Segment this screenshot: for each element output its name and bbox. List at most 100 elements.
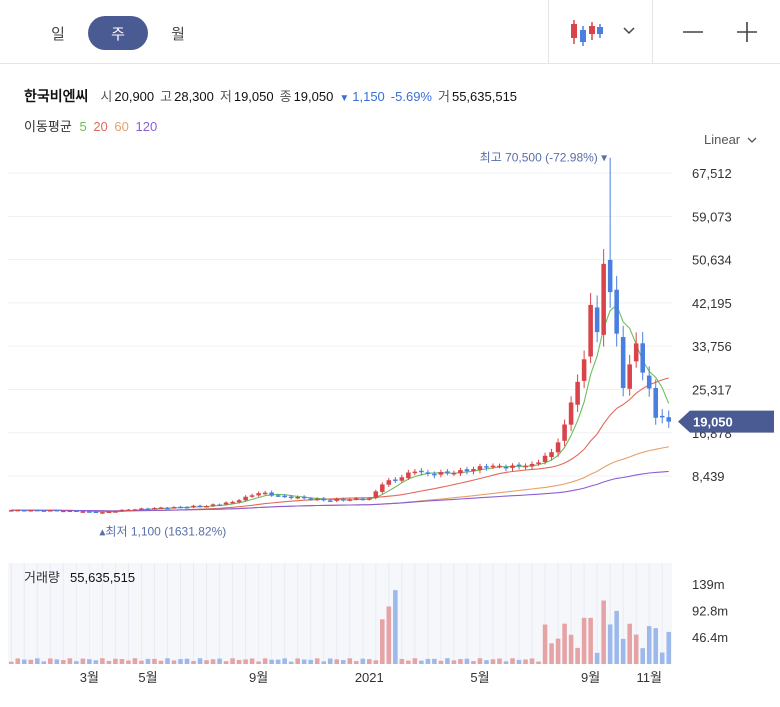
candle-body — [152, 507, 157, 510]
candle-body — [347, 499, 353, 501]
candle-body — [197, 505, 203, 508]
x-tick-label: 9월 — [249, 670, 268, 685]
candle-body — [438, 472, 444, 475]
volume-bar — [269, 659, 274, 664]
tab-week[interactable]: 주 — [88, 16, 148, 50]
volume-bar — [581, 617, 587, 664]
candle-body — [588, 304, 593, 357]
volume-bar — [21, 659, 27, 664]
volume-bar — [562, 623, 567, 664]
candle-body — [581, 359, 587, 381]
zoom-out-button[interactable] — [676, 18, 710, 46]
volume-bar — [503, 661, 509, 664]
candle-body — [529, 463, 535, 467]
volume-bar — [490, 659, 496, 664]
volume-bar — [35, 658, 40, 664]
volume-bar — [132, 658, 138, 664]
ma-120-label[interactable]: 120 — [135, 119, 158, 134]
candle-body — [230, 501, 235, 504]
x-tick-label: 9월 — [581, 670, 600, 685]
volume-bar — [536, 661, 541, 664]
volume-bar — [139, 660, 144, 664]
ma-60-label[interactable]: 60 — [114, 119, 129, 134]
volume-bar — [230, 658, 235, 664]
candle-body — [640, 343, 645, 373]
candle-body — [601, 263, 606, 335]
x-tick-label: 11월 — [636, 670, 661, 685]
candle-body — [464, 469, 470, 472]
candle-body — [178, 506, 183, 509]
volume-bar — [223, 661, 229, 664]
volume-bar — [653, 628, 659, 664]
candle-body — [184, 506, 190, 509]
volume-bar — [549, 643, 554, 664]
stock-info: 한국비엔씨 시 20,900 고 28,300 저 19,050 종 19,05… — [24, 86, 517, 106]
volume-bar — [165, 658, 170, 664]
candle-body — [243, 496, 248, 501]
volume-bar — [145, 658, 151, 664]
scale-select[interactable]: Linear — [704, 132, 758, 147]
volume-bar — [419, 660, 424, 664]
candle-body — [256, 493, 261, 496]
volume-bar — [249, 658, 255, 664]
candle-body — [54, 509, 60, 512]
volume-panel-bg — [8, 563, 672, 664]
candle-body — [87, 511, 92, 513]
candle-body — [614, 289, 619, 334]
candle-body — [41, 510, 47, 512]
down-arrow-icon: ▼ — [339, 93, 350, 104]
tab-month[interactable]: 월 — [171, 25, 185, 43]
candle-body — [646, 375, 652, 389]
ma-120-line — [11, 470, 669, 512]
volume-bar — [106, 660, 112, 664]
current-price-label: 19,050 — [693, 415, 733, 430]
volume-bar — [607, 624, 613, 664]
volume-tick-label: 139m — [692, 577, 725, 592]
volume-bar — [529, 658, 535, 664]
volume-bar — [8, 661, 14, 664]
high-label: 고 — [160, 89, 173, 104]
candle-body — [497, 465, 502, 468]
candle-body — [249, 495, 255, 497]
candle-body — [204, 506, 209, 508]
candle-body — [217, 504, 222, 507]
volume-bar — [386, 606, 392, 664]
candle-body — [21, 510, 27, 512]
volume-bar — [594, 652, 600, 664]
candle-body — [340, 498, 346, 501]
candle-body — [314, 498, 320, 501]
candle-body — [386, 480, 392, 485]
volume-bar — [347, 658, 353, 664]
volume-bar — [184, 658, 190, 664]
candle-body — [61, 510, 66, 513]
ma-5-label[interactable]: 5 — [79, 119, 87, 134]
toolbar-divider — [652, 0, 653, 64]
candle-body — [659, 415, 665, 418]
candle-body — [158, 507, 164, 509]
candle-body — [165, 507, 170, 510]
candle-body — [48, 510, 53, 512]
candle-body — [503, 466, 509, 469]
volume-bar — [601, 600, 606, 664]
volume-bar — [588, 617, 593, 664]
chart-type-dropdown[interactable] — [618, 20, 640, 42]
candle-body — [295, 496, 300, 499]
candle-body — [627, 364, 632, 389]
volume-bar — [308, 659, 313, 664]
ma-20-label[interactable]: 20 — [93, 119, 108, 134]
candle-body — [327, 500, 333, 502]
volume-label: 거 — [438, 89, 450, 104]
tab-day[interactable]: 일 — [51, 25, 65, 43]
candle-body — [191, 505, 196, 508]
candle-body — [275, 495, 281, 497]
volume-bar — [510, 658, 515, 664]
chevron-down-icon — [623, 27, 635, 35]
volume-bar — [93, 660, 99, 664]
candle-body — [126, 509, 131, 512]
zoom-in-button[interactable] — [730, 16, 764, 48]
volume-bar — [471, 661, 476, 664]
candle-body — [510, 465, 515, 468]
volume-bar — [627, 623, 632, 664]
chart-type-button[interactable] — [566, 16, 606, 48]
